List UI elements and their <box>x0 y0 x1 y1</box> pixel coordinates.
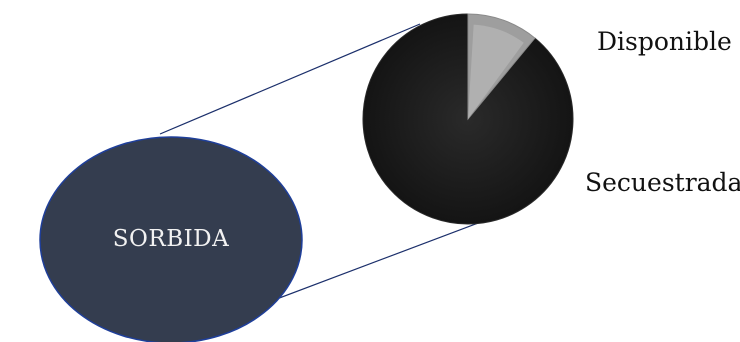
ellipse-label: SORBIDA <box>112 226 230 252</box>
pie-slice-available-highlight <box>468 24 524 120</box>
pie-label-available: Disponible <box>597 27 732 56</box>
sorbed-ellipse <box>39 136 303 342</box>
pie-chart <box>362 13 574 225</box>
upper-connector-line <box>159 23 421 135</box>
pie-label-sequestered: Secuestrada <box>585 168 740 197</box>
